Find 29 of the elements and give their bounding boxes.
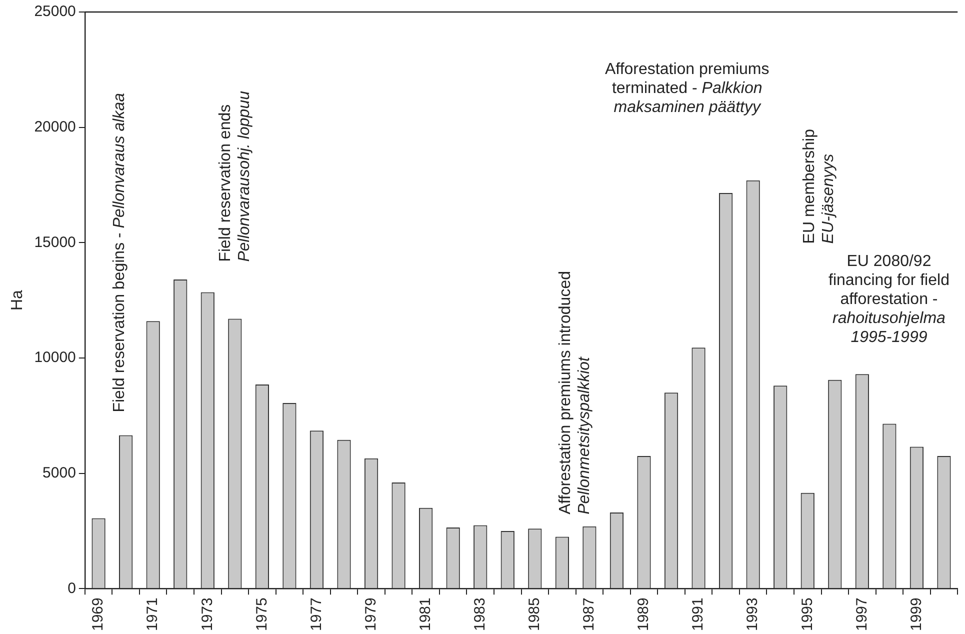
x-tick-label: 1995 (798, 598, 816, 632)
y-tick-label: 20000 (34, 118, 76, 136)
x-tick-label: 1987 (580, 598, 598, 632)
y-tick-label: 0 (68, 580, 76, 597)
annotation: Field reservation ends Pellonvarausohj. loppuu (216, 91, 254, 262)
x-tick-label: 1991 (690, 598, 707, 632)
annotation: Afforestation premiums introduced Pellonmetsityspalkkiot (556, 270, 594, 514)
y-tick-label: 10000 (34, 349, 76, 366)
annotation: Afforestation premiums terminated - Palkkion maksaminen päättyy (605, 60, 770, 117)
annotation: EU 2080/92 financing for field afforestation - rahoitusohjelma 1995-1999 (828, 252, 950, 347)
y-tick-label: 25000 (34, 3, 76, 20)
x-tick-label: 1969 (90, 598, 107, 632)
annotation: Field reservation begins - Pellonvaraus alkaa (110, 92, 129, 412)
y-axis-title: Ha (9, 290, 26, 311)
annotation: EU membership EU-jäsenyys (800, 129, 838, 244)
x-tick-label: 1999 (908, 598, 925, 632)
x-tick-label: 1979 (362, 598, 380, 632)
x-tick-label: 1985 (526, 598, 544, 632)
x-tick-label: 1989 (635, 598, 652, 632)
x-tick-label: 1997 (853, 598, 870, 632)
y-tick-label: 5000 (42, 464, 76, 482)
x-tick-label: 1977 (308, 598, 325, 632)
x-tick-label: 1983 (472, 598, 488, 632)
x-tick-label: 1993 (744, 598, 762, 632)
x-tick-label: 1975 (253, 598, 270, 632)
y-tick-label: 15000 (34, 234, 76, 251)
x-tick-label: 1981 (416, 598, 434, 632)
x-tick-label: 1973 (198, 598, 216, 632)
x-tick-label: 1971 (144, 598, 162, 632)
